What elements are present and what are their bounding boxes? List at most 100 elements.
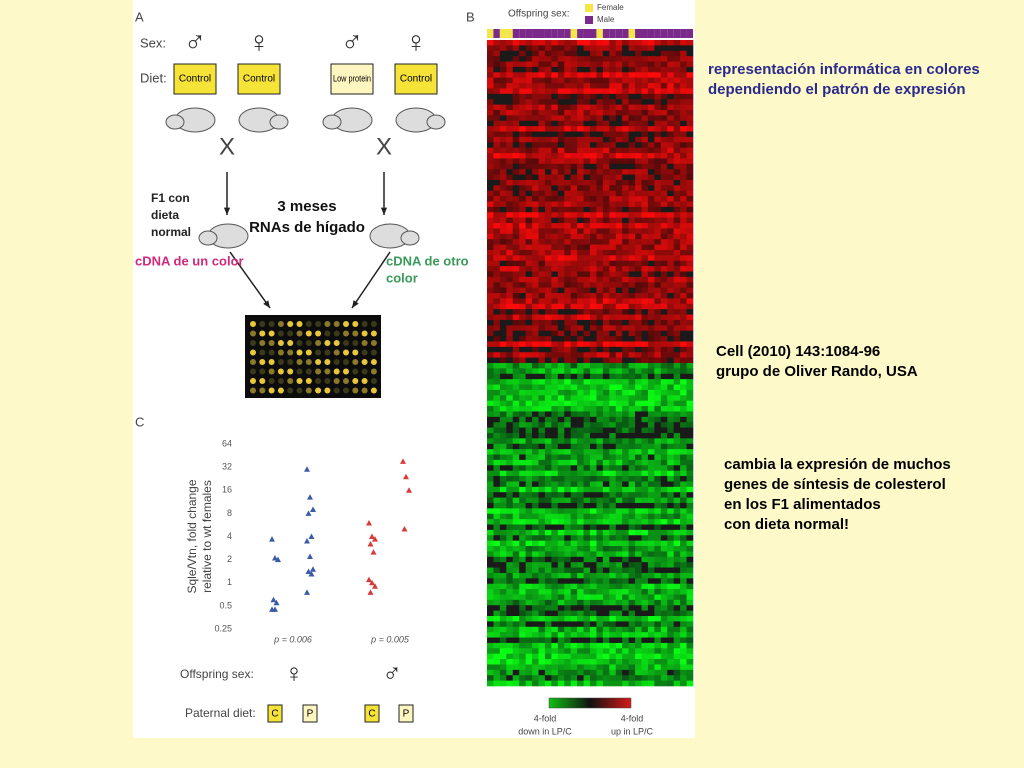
- heatmap-cell: [615, 336, 623, 342]
- heatmap-cell: [628, 142, 636, 148]
- heatmap-cell: [596, 470, 604, 477]
- heatmap-cell: [506, 551, 514, 558]
- heatmap-cell: [622, 66, 629, 73]
- heatmap-cell: [647, 368, 655, 375]
- heatmap-cell: [519, 66, 526, 73]
- heatmap-cell: [551, 384, 559, 391]
- heatmap-cell: [519, 449, 526, 455]
- heatmap-cell: [570, 115, 578, 122]
- heatmap-cell: [544, 115, 552, 122]
- heatmap-cell: [487, 535, 494, 541]
- array-spot: [343, 349, 349, 356]
- heatmap-cell: [551, 201, 559, 208]
- heatmap-cell: [596, 669, 604, 676]
- heatmap-cell: [538, 346, 546, 353]
- array-spot: [352, 340, 359, 346]
- heatmap-cell: [635, 276, 642, 283]
- heatmap-cell: [628, 244, 636, 251]
- heatmap-cell: [609, 163, 617, 170]
- heatmap-cell: [667, 406, 674, 412]
- heatmap-cell: [487, 153, 494, 159]
- heatmap-cell: [538, 325, 546, 331]
- heatmap-cell: [615, 535, 623, 541]
- heatmap-cell: [590, 556, 597, 563]
- heatmap-cell: [596, 153, 604, 159]
- heatmap-cell: [609, 287, 617, 294]
- heatmap-cell: [570, 389, 578, 396]
- heatmap-cell: [564, 72, 571, 78]
- array-spot: [268, 321, 275, 327]
- heatmap-cell: [641, 637, 649, 644]
- heatmap-cell: [506, 589, 514, 595]
- heatmap-cell: [577, 40, 584, 46]
- heatmap-cell: [635, 642, 642, 649]
- heatmap-cell: [532, 567, 539, 574]
- data-point: [304, 466, 310, 472]
- heatmap-cell: [654, 185, 662, 192]
- heatmap-cell: [686, 325, 694, 331]
- heatmap-cell: [609, 115, 617, 122]
- heatmap-cell: [525, 616, 533, 622]
- heatmap-cell: [519, 303, 526, 310]
- heatmap-cell: [609, 449, 617, 455]
- heatmap-cell: [570, 61, 578, 68]
- heatmap-cell: [557, 422, 565, 428]
- heatmap-cell: [544, 632, 552, 638]
- heatmap-cell: [622, 212, 629, 218]
- array-spot: [296, 330, 303, 337]
- heatmap-cell: [641, 513, 649, 520]
- heatmap-cell: [609, 373, 617, 380]
- heatmap-cell: [493, 637, 501, 644]
- f1-note: normal: [151, 225, 191, 239]
- heatmap-cell: [493, 562, 501, 568]
- heatmap-cell: [519, 578, 526, 585]
- heatmap-cell: [487, 233, 494, 240]
- heatmap-cell: [602, 120, 610, 127]
- heatmap-cell: [551, 567, 559, 574]
- heatmap-cell: [570, 163, 578, 170]
- heatmap-cell: [660, 136, 668, 143]
- heatmap-cell: [628, 185, 636, 192]
- heatmap-cell: [583, 562, 591, 568]
- heatmap-cell: [660, 45, 668, 52]
- heatmap-cell: [532, 529, 539, 536]
- heatmap-cell: [557, 605, 565, 611]
- heatmap-cell: [557, 190, 565, 197]
- heatmap-cell: [667, 196, 674, 202]
- heatmap-cell: [660, 540, 668, 547]
- heatmap-cell: [590, 363, 597, 369]
- heatmap-cell: [532, 578, 539, 585]
- heatmap-cell: [538, 276, 546, 283]
- heatmap-cell: [635, 583, 642, 590]
- heatmap-cell: [493, 72, 501, 78]
- heatmap-cell: [506, 502, 514, 509]
- heatmap-cell: [570, 158, 578, 165]
- heatmap-cell: [525, 502, 533, 509]
- heatmap-cell: [596, 228, 604, 235]
- heatmap-cell: [512, 524, 520, 531]
- heatmap-cell: [493, 61, 501, 68]
- heatmap-cell: [609, 239, 617, 245]
- heatmap-cell: [641, 314, 649, 321]
- sex-cell: [680, 29, 687, 38]
- array-spot: [315, 321, 322, 327]
- heatmap-cell: [583, 303, 591, 310]
- heatmap-cell: [596, 282, 604, 288]
- heatmap-cell: [686, 249, 694, 256]
- heatmap-cell: [622, 605, 629, 611]
- heatmap-cell: [577, 228, 584, 235]
- heatmap-cell: [654, 217, 662, 224]
- array-spot: [287, 321, 294, 327]
- heatmap-cell: [596, 266, 604, 272]
- heatmap-cell: [577, 384, 584, 391]
- heatmap-cell: [487, 206, 494, 213]
- heatmap-cell: [590, 88, 597, 95]
- heatmap-cell: [667, 83, 674, 89]
- heatmap-cell: [493, 266, 501, 272]
- heatmap-cell: [641, 40, 649, 46]
- heatmap-cell: [583, 233, 591, 240]
- heatmap-cell: [577, 669, 584, 676]
- heatmap-cell: [499, 470, 507, 477]
- heatmap-cell: [583, 228, 591, 235]
- heatmap-cell: [532, 411, 539, 418]
